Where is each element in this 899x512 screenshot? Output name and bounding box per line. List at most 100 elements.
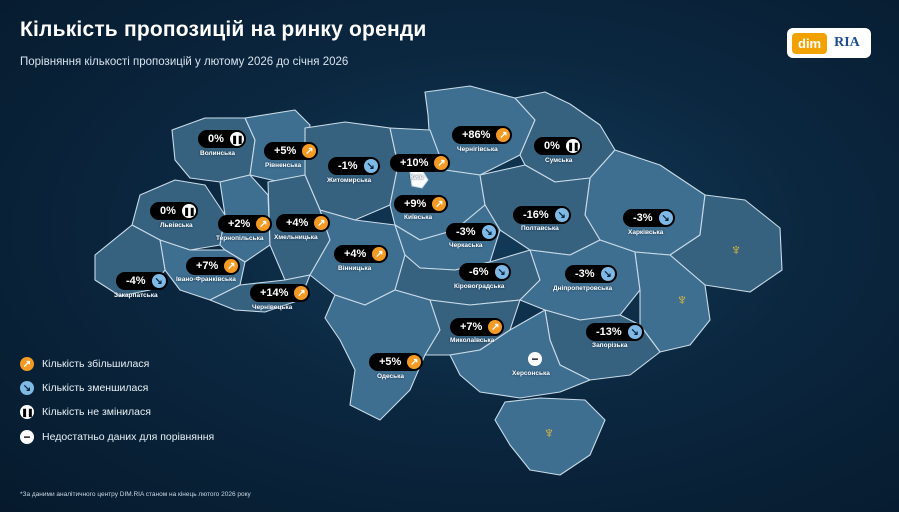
footnote: *За даними аналітичного центру DIM.RIA с…	[20, 491, 251, 498]
badge-value: -4%	[126, 275, 146, 287]
region-label-lvivska: Львівська	[160, 222, 193, 229]
badge-ivano-frankivska: +7% ↗	[186, 257, 241, 275]
arrow-up-right-icon: ↗	[372, 247, 387, 261]
region-luhanska	[669, 194, 783, 293]
badge-odeska: +5% ↗	[369, 353, 424, 371]
badge-value: -3%	[456, 226, 476, 238]
badge-value: +86%	[462, 129, 491, 141]
badge-value: -6%	[469, 266, 489, 278]
arrow-down-right-icon: ↘	[627, 325, 642, 339]
badge-kharkivska: -3% ↘	[623, 209, 675, 227]
badge-value: -3%	[575, 268, 595, 280]
arrow-up-right-icon: ↗	[224, 259, 239, 273]
badge-khmelnytska: +4% ↗	[276, 214, 331, 232]
legend-same: ❚❚ Кількість не змінилася	[20, 405, 151, 419]
legend-decrease-label: Кількість зменшилася	[42, 382, 149, 394]
region-label-odeska: Одеська	[377, 373, 405, 380]
badge-value: +4%	[344, 248, 367, 260]
region-label-chernihivska: Чернігівська	[457, 146, 498, 153]
region-label-kyivska: Київська	[404, 214, 433, 221]
pause-icon: ❚❚	[20, 405, 34, 419]
badge-sumska: 0% ❚❚	[534, 137, 582, 155]
region-label-ivano-frankivska: Івано-Франківська	[176, 276, 236, 283]
region-label-sumska: Сумська	[545, 157, 573, 164]
arrow-up-right-icon: ↗	[407, 355, 422, 369]
trident-icon-crimea: ♆	[543, 425, 555, 442]
arrow-up-right-icon: ↗	[432, 197, 447, 211]
arrow-down-right-icon: ↘	[600, 267, 615, 281]
region-label-vinnytska: Вінницька	[338, 265, 372, 272]
pause-icon: ❚❚	[565, 139, 580, 153]
region-khersonska	[449, 309, 591, 399]
region-label-kyiv: Київ	[410, 174, 424, 181]
arrow-down-right-icon: ↘	[151, 274, 166, 288]
badge-value: +2%	[228, 218, 251, 230]
region-crimea	[494, 397, 606, 476]
badge-value: +5%	[379, 356, 402, 368]
arrow-down-right-icon: ↘	[20, 381, 34, 395]
badge-chernivetska: +14% ↗	[250, 284, 311, 302]
trident-icon-luhanska: ♆	[730, 242, 742, 259]
legend-same-label: Кількість не змінилася	[42, 406, 151, 418]
arrow-up-right-icon: ↗	[488, 320, 503, 334]
badge-zakarpatska: -4% ↘	[116, 272, 168, 290]
region-label-volynska: Волинська	[200, 150, 236, 157]
region-label-ternopilska: Тернопільська	[216, 235, 264, 242]
dim-ria-logo: dim RIA	[787, 28, 871, 58]
badge-value: +14%	[260, 287, 289, 299]
arrow-up-right-icon: ↗	[434, 156, 449, 170]
badge-ternopilska: +2% ↗	[218, 215, 273, 233]
badge-value: +7%	[460, 321, 483, 333]
legend-no-data-label: Недостатньо даних для порівняння	[42, 431, 215, 443]
legend-increase: ↗ Кількість збільшилася	[20, 357, 149, 371]
arrow-up-right-icon: ↗	[314, 216, 329, 230]
badge-vinnytska: +4% ↗	[334, 245, 389, 263]
arrow-up-right-icon: ↗	[256, 217, 271, 231]
region-donetska	[634, 251, 711, 353]
logo-dim-text: dim	[792, 32, 828, 54]
region-label-cherkaska: Черкаська	[449, 242, 483, 249]
badge-value: +5%	[274, 145, 297, 157]
arrow-down-right-icon: ↘	[481, 225, 496, 239]
badge-value: +9%	[404, 198, 427, 210]
badge-kyiv: +10% ↗	[390, 154, 451, 172]
badge-value: +4%	[286, 217, 309, 229]
badge-dnipropetrovska: -3% ↘	[565, 265, 617, 283]
badge-rivnenska: +5% ↗	[264, 142, 319, 160]
badge-value: -16%	[523, 209, 549, 221]
badge-zhytomyrska: -1% ↘	[328, 157, 380, 175]
badge-zaporizka: -13% ↘	[586, 323, 644, 341]
arrow-up-right-icon: ↗	[294, 286, 309, 300]
region-label-chernivetska: Чернівецька	[252, 304, 293, 311]
arrow-down-right-icon: ↘	[658, 211, 673, 225]
region-label-khersonska: Херсонська	[512, 370, 550, 377]
region-label-zaporizka: Запорізька	[592, 342, 628, 349]
pause-icon: ❚❚	[181, 204, 196, 218]
badge-kyivska: +9% ↗	[394, 195, 449, 213]
minus-icon-khersonska: −	[528, 352, 542, 366]
badge-value: 0%	[208, 133, 224, 145]
page-subtitle: Порівняння кількості пропозицій у лютому…	[20, 56, 349, 68]
badge-value: -1%	[338, 160, 358, 172]
minus-icon: −	[20, 430, 34, 444]
badge-chernihivska: +86% ↗	[452, 126, 513, 144]
logo-ria-text: RIA	[834, 35, 860, 50]
badge-kirovohradska: -6% ↘	[459, 263, 511, 281]
badge-volynska: 0% ❚❚	[198, 130, 246, 148]
arrow-down-right-icon: ↘	[363, 159, 378, 173]
badge-value: 0%	[160, 205, 176, 217]
region-kharkivska	[584, 149, 706, 256]
region-label-rivnenska: Рівненська	[265, 162, 302, 169]
region-label-mykolaivska: Миколаївська	[450, 337, 495, 344]
badge-cherkaska: -3% ↘	[446, 223, 498, 241]
region-label-khmelnytska: Хмельницька	[274, 234, 318, 241]
trident-icon-donetska: ♆	[676, 292, 688, 309]
pause-icon: ❚❚	[229, 132, 244, 146]
arrow-up-right-icon: ↗	[496, 128, 511, 142]
page-title: Кількість пропозицій на ринку оренди	[20, 18, 427, 41]
region-label-dnipropetrovska: Дніпропетровська	[553, 285, 613, 292]
legend-no-data: − Недостатньо даних для порівняння	[20, 430, 214, 444]
region-label-zakarpatska: Закарпатська	[114, 292, 158, 299]
arrow-up-right-icon: ↗	[302, 144, 317, 158]
